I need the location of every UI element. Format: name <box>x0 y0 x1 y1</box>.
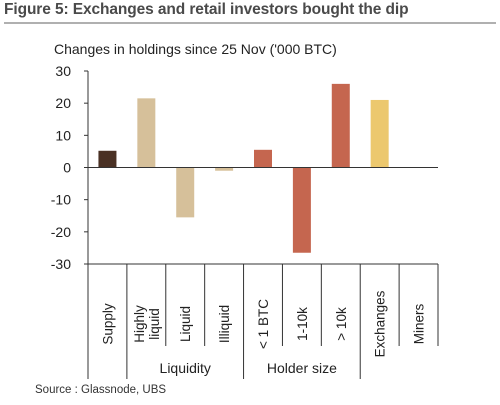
x-tick-label-line: liquid <box>147 308 162 340</box>
x-tick-label: Supply <box>100 303 115 345</box>
y-tick-label: -10 <box>51 192 71 208</box>
title-rule <box>4 22 496 24</box>
x-tick-label: Miners <box>412 304 427 345</box>
x-tick-label: Exchanges <box>373 290 388 357</box>
bar-3 <box>215 167 234 171</box>
y-tick-label: 30 <box>55 63 71 79</box>
chart: Changes in holdings since 25 Nov ('000 B… <box>51 41 439 379</box>
x-tick-label-line: Liquid <box>178 306 193 342</box>
figure-title: Figure 5: Exchanges and retail investors… <box>4 1 409 18</box>
y-tick-label: -20 <box>51 224 71 240</box>
y-axis-ticks: 30 20 10 0 -10 -20 -30 <box>51 63 71 272</box>
y-tick-label: 10 <box>55 127 71 143</box>
bar-6 <box>331 83 350 168</box>
x-tick-label-line: > 10k <box>334 307 349 341</box>
group-label: Holder size <box>267 360 337 376</box>
x-tick-label-line: Highly <box>132 305 147 343</box>
x-tick-label: < 1 BTC <box>256 299 271 349</box>
bar-1 <box>137 98 156 168</box>
bar-4 <box>254 149 272 168</box>
x-tick-label-line: Exchanges <box>373 290 388 357</box>
x-tick-label-line: Supply <box>100 303 115 345</box>
y-tick-label: 0 <box>63 160 71 176</box>
x-tick-label-line: Miners <box>412 304 427 345</box>
y-tick-label: 20 <box>55 95 71 111</box>
group-labels: Liquidity Holder size <box>160 360 338 376</box>
x-tick-label: Illiquid <box>217 305 232 343</box>
bars <box>98 83 389 253</box>
bar-0 <box>98 150 117 168</box>
x-tick-label: > 10k <box>334 307 349 341</box>
x-tick-label-line: Illiquid <box>217 305 232 343</box>
chart-subtitle: Changes in holdings since 25 Nov ('000 B… <box>54 41 337 57</box>
bar-2 <box>176 167 195 218</box>
x-tick-label-line: < 1 BTC <box>256 299 271 349</box>
x-tick-label: Liquid <box>178 306 193 342</box>
bar-7 <box>370 99 389 168</box>
y-tick-label: -30 <box>51 256 71 272</box>
source-note: Source : Glassnode, UBS <box>35 384 167 396</box>
bar-5 <box>292 167 311 253</box>
axes <box>84 70 439 379</box>
x-tick-label: 1-10k <box>295 307 310 341</box>
x-tick-label-line: 1-10k <box>295 307 310 341</box>
group-label: Liquidity <box>160 360 211 376</box>
x-axis-labels: Supply Highly liquid Liquid Illiquid < 1 BTC 1… <box>100 290 426 357</box>
x-tick-label: Highly liquid <box>132 305 162 343</box>
